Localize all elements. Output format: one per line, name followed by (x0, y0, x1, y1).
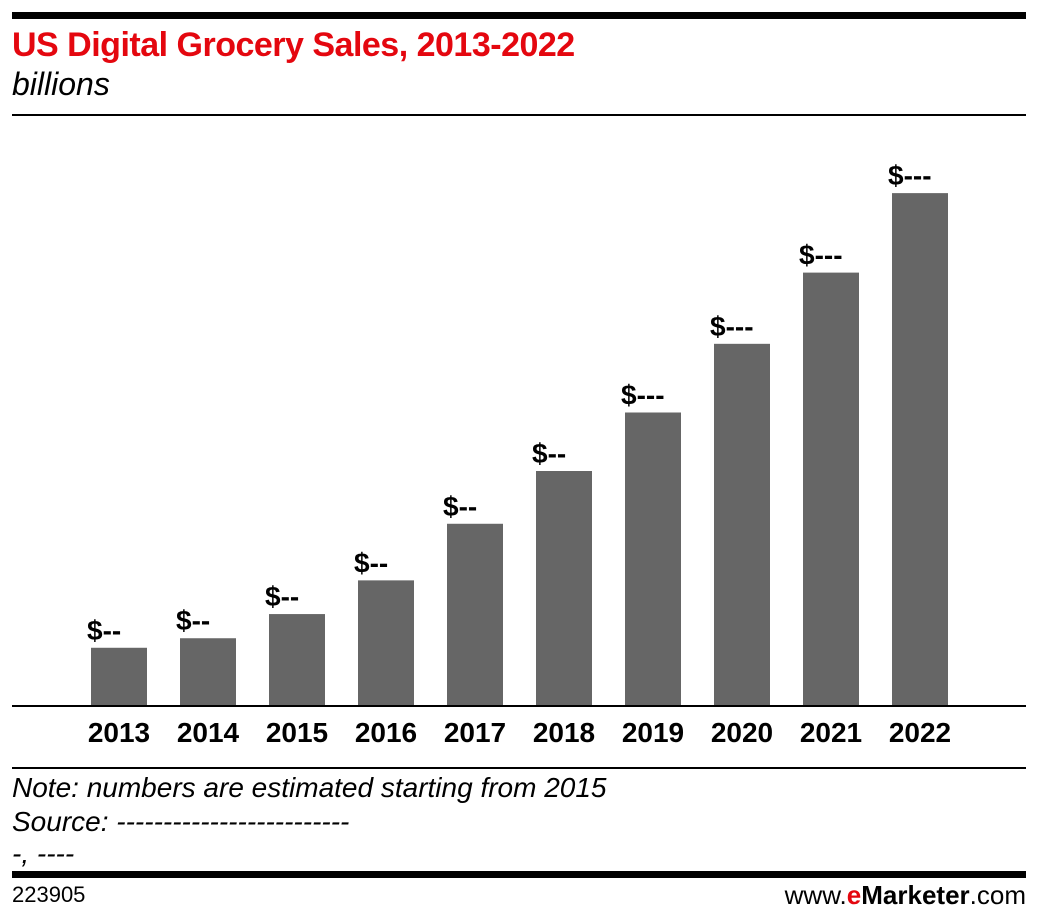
bar-2017 (447, 523, 503, 705)
x-tick-label-2014: 2014 (177, 717, 240, 748)
bar-2015 (269, 614, 325, 705)
x-tick-label-2017: 2017 (444, 717, 506, 748)
bar-2022 (892, 193, 948, 705)
bottom-rule (12, 871, 1026, 878)
x-axis-line (12, 705, 1026, 707)
bar-2014 (180, 638, 236, 705)
footer-rule (12, 767, 1026, 769)
brand-name: Marketer (861, 880, 970, 910)
data-label-2015: $-- (265, 581, 299, 612)
header-rule (12, 114, 1026, 116)
x-tick-label-2016: 2016 (355, 717, 417, 748)
x-tick-label-2019: 2019 (622, 717, 684, 748)
x-tick-label-2020: 2020 (711, 717, 773, 748)
x-tick-label-2015: 2015 (266, 717, 328, 748)
top-rule (12, 12, 1026, 19)
bar-2018 (536, 471, 592, 705)
data-label-2016: $-- (354, 547, 388, 578)
bar-2013 (91, 647, 147, 705)
bar-chart: $-- 2013 $-- 2014 $-- 2015 $-- 2016 $-- 2017 $-- 20… (12, 160, 1026, 748)
data-label-2019: $--- (621, 380, 665, 411)
data-label-2017: $-- (443, 491, 477, 522)
bar-2020 (714, 343, 770, 705)
brand-prefix: www. (784, 880, 847, 910)
bar-2019 (625, 412, 681, 705)
chart-note: Note: numbers are estimated starting fro… (12, 772, 607, 803)
brand-e: e (846, 880, 862, 910)
chart-id: 223905 (12, 882, 86, 907)
data-label-2022: $--- (888, 160, 932, 191)
chart-title: US Digital Grocery Sales, 2013-2022 (12, 26, 575, 64)
brand-link[interactable]: www.eMarketer.com (785, 880, 1026, 911)
x-tick-label-2018: 2018 (533, 717, 595, 748)
x-tick-label-2022: 2022 (889, 717, 951, 748)
data-label-2014: $-- (176, 605, 210, 636)
x-tick-label-2021: 2021 (800, 717, 862, 748)
data-label-2021: $--- (799, 240, 843, 271)
chart-source: Source: ------------------------- (12, 806, 350, 837)
brand-suffix: .com (969, 880, 1026, 910)
bar-2016 (358, 580, 414, 705)
chart-source-detail: -, ---- (12, 838, 75, 869)
x-tick-label-2013: 2013 (88, 717, 150, 748)
data-label-2018: $-- (532, 438, 566, 469)
data-label-2020: $--- (710, 311, 754, 342)
bar-2021 (803, 272, 859, 705)
data-label-2013: $-- (87, 615, 121, 646)
chart-subtitle: billions (12, 66, 110, 102)
